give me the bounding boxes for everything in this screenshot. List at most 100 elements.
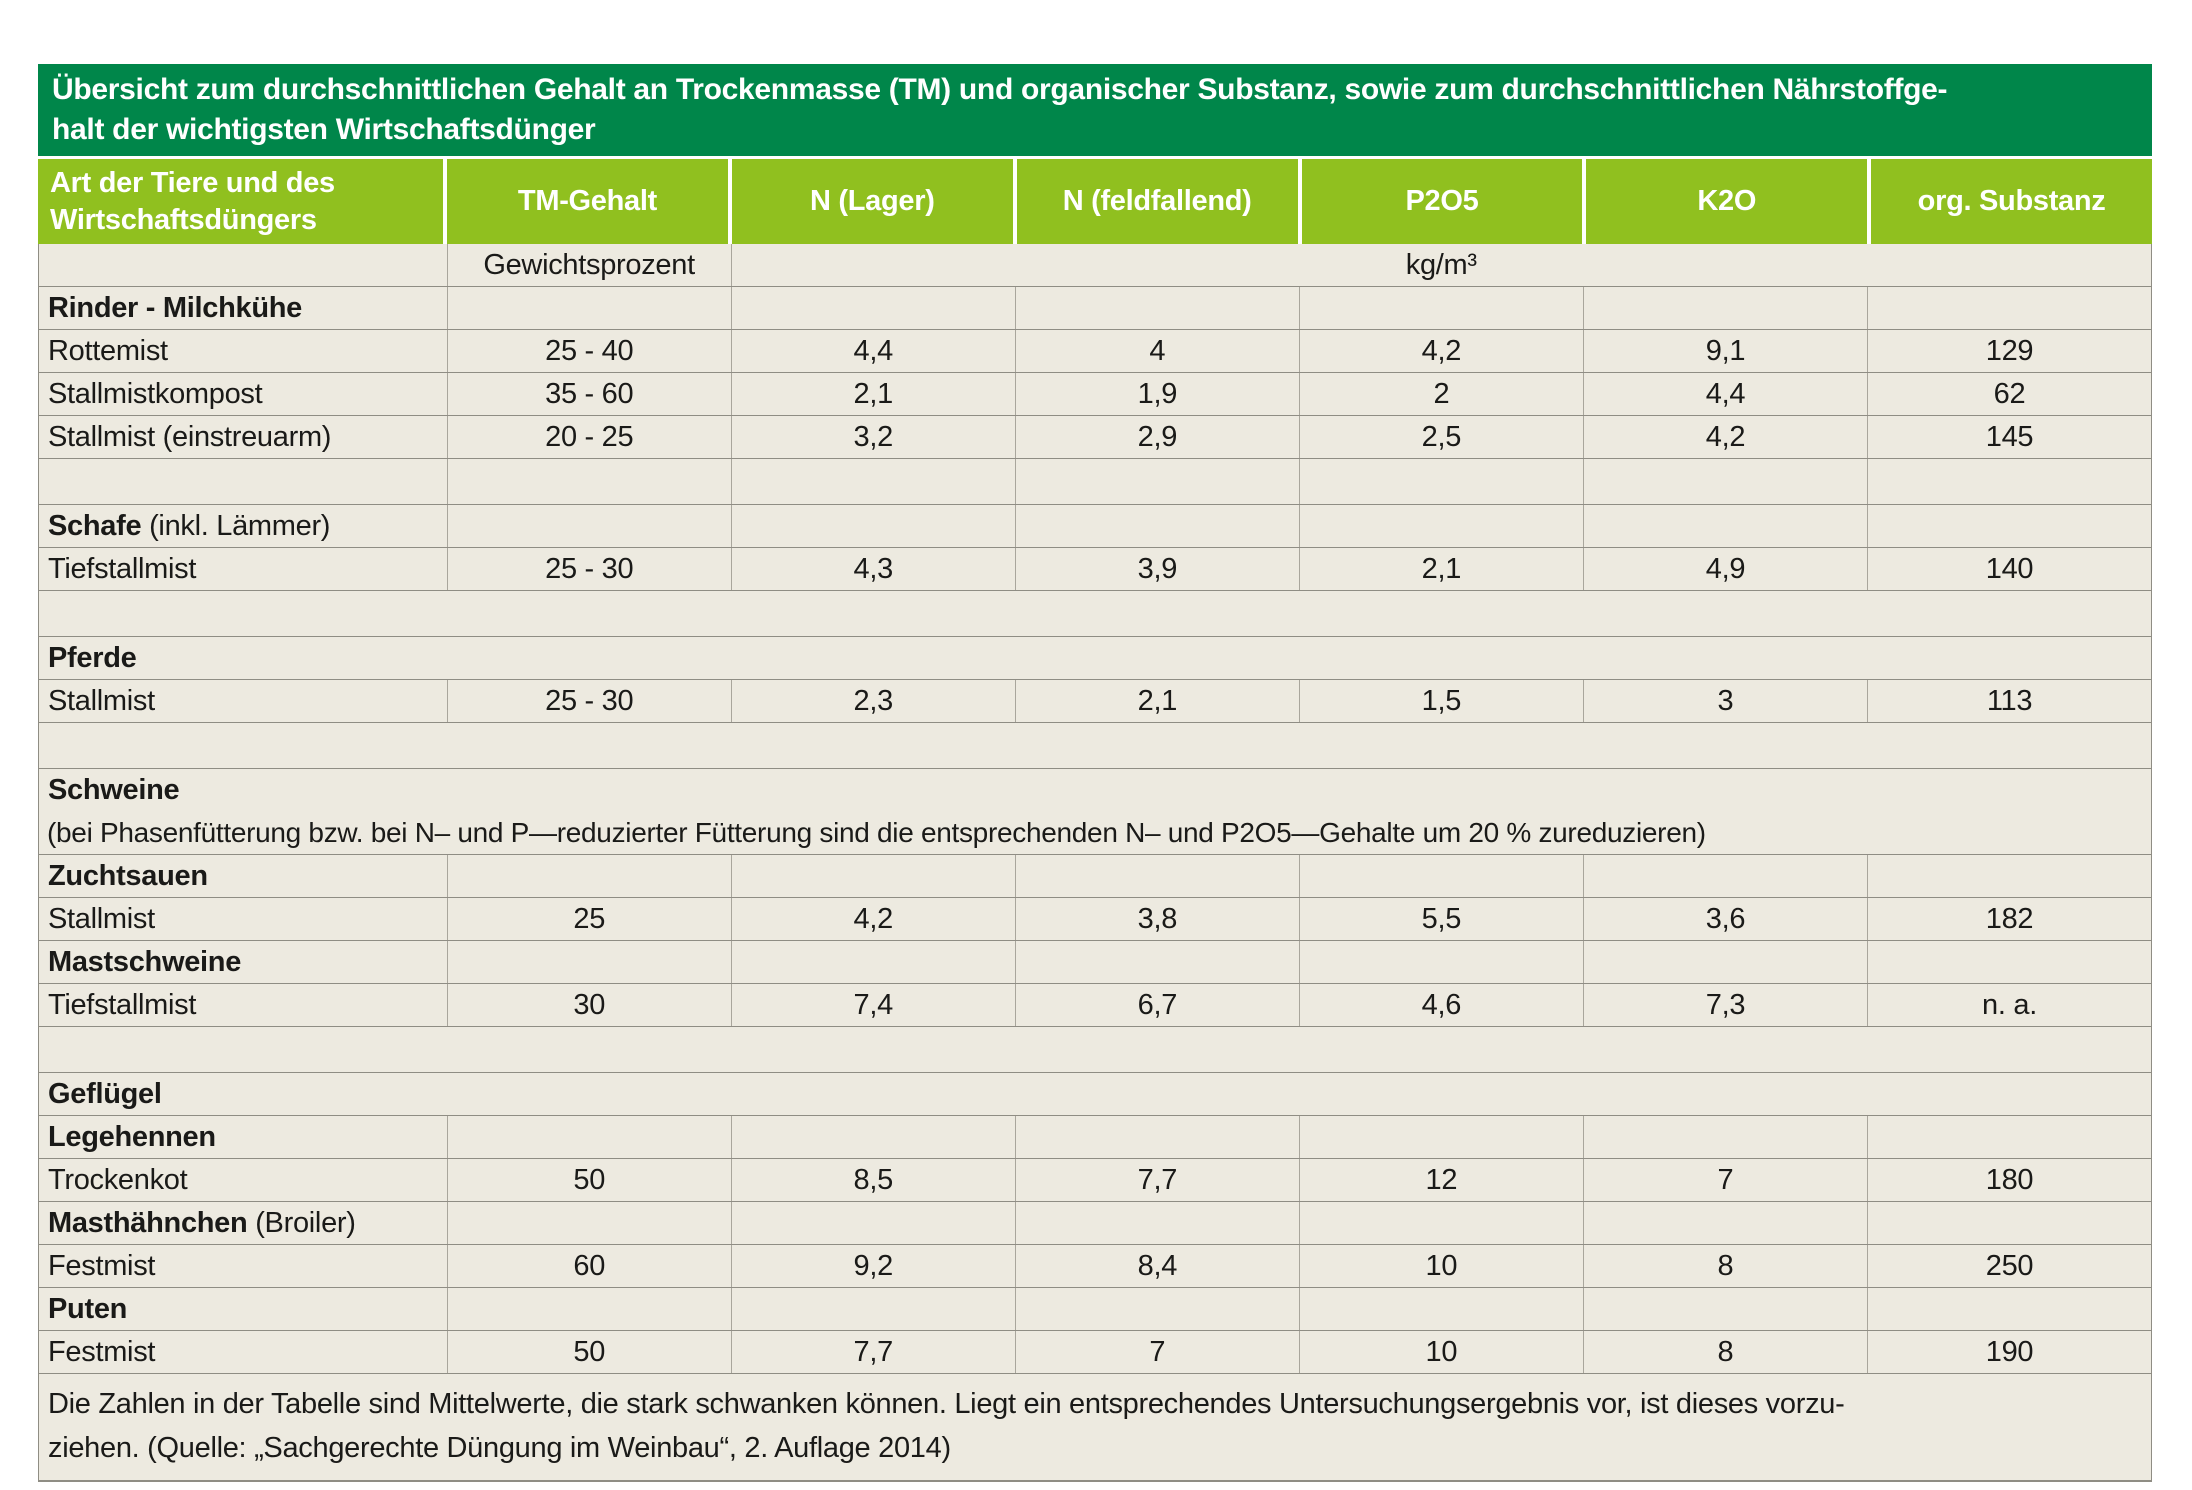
value-cell — [1868, 855, 2151, 897]
row-label-cell: Festmist — [39, 1331, 448, 1373]
row-label-cell: Zuchtsauen — [39, 855, 448, 897]
value-cell — [1868, 941, 2151, 983]
row-label-cell: Trockenkot — [39, 1159, 448, 1201]
section-row: Legehennen — [38, 1116, 2152, 1159]
row-label-cell: Legehennen — [39, 1116, 448, 1158]
section-row: Masthähnchen (Broiler) — [38, 1202, 2152, 1245]
section-row: Pferde — [38, 637, 2152, 680]
value-cell: 25 — [448, 898, 732, 940]
value-cell: 10 — [1300, 1245, 1584, 1287]
value-cell: 8 — [1584, 1331, 1868, 1373]
table-footnote: Die Zahlen in der Tabelle sind Mittelwer… — [38, 1374, 2152, 1481]
value-cell: 2,9 — [1016, 416, 1300, 458]
value-cell: 30 — [448, 984, 732, 1026]
value-cell — [732, 1073, 1016, 1115]
value-cell: 129 — [1985, 334, 2034, 367]
row-label-cell: Stallmist — [39, 898, 448, 940]
value-cell — [1868, 459, 2151, 504]
value-cell: 7,3 — [1584, 984, 1868, 1026]
value-cell — [1016, 1202, 1300, 1244]
value-cell: 25 - 40 — [448, 330, 732, 372]
value-cell — [1300, 1116, 1584, 1158]
row-label-cell: Pferde — [39, 637, 448, 679]
value-cell — [1299, 769, 1583, 812]
spacer-cell — [39, 723, 2151, 768]
value-cell: 3,8 — [1016, 898, 1300, 940]
value-cell — [1016, 1116, 1300, 1158]
value-cell: 2,1 — [1300, 548, 1584, 590]
value-cell: 180 — [1985, 1163, 2034, 1196]
row-label-cell: Stallmist — [39, 680, 448, 722]
value-cell: 2,1 — [1016, 680, 1300, 722]
value-cell — [1868, 287, 2151, 329]
section-label: Zuchtsauen — [48, 859, 208, 892]
value-cell — [1584, 855, 1868, 897]
value-cell: 4,2 — [732, 898, 1016, 940]
value-cell — [448, 637, 732, 679]
value-cell — [1300, 941, 1584, 983]
value-cell — [1583, 637, 1867, 679]
value-cell — [1584, 505, 1868, 547]
value-cell — [1300, 287, 1584, 329]
units-empty-cell — [39, 244, 448, 286]
units-kg-per-m3: kg/m³ — [1405, 248, 1477, 281]
value-cell — [1015, 1073, 1299, 1115]
section-row: Schafe (inkl. Lämmer) — [38, 505, 2152, 548]
value-cell — [1016, 459, 1300, 504]
value-cell: 12 — [1300, 1159, 1584, 1201]
value-cell — [1583, 769, 1867, 812]
value-cell: 4,6 — [1300, 984, 1584, 1026]
value-cell: 4 — [1016, 330, 1300, 372]
value-cell — [448, 287, 732, 329]
section-label: Pferde — [48, 641, 137, 674]
value-cell — [732, 505, 1016, 547]
value-cell: 7,7 — [1016, 1159, 1300, 1201]
value-cell — [448, 459, 732, 504]
value-cell — [732, 1288, 1016, 1330]
value-cell — [448, 1288, 732, 1330]
spacer-row — [38, 591, 2152, 637]
section-row: Schweine — [38, 769, 2152, 812]
section-row: Zuchtsauen — [38, 855, 2152, 898]
row-label-cell: Tiefstallmist — [39, 548, 448, 590]
value-cell — [1300, 505, 1584, 547]
value-cell: 2,1 — [732, 373, 1016, 415]
value-cell: 4,4 — [732, 330, 1016, 372]
table-title-line1: Übersicht zum durchschnittlichen Gehalt … — [52, 73, 1948, 106]
value-cell — [732, 941, 1016, 983]
column-header-n-feldfallend: N (feldfallend) — [1016, 159, 1302, 244]
section-label: Puten — [48, 1292, 128, 1325]
value-cell — [1867, 1073, 2151, 1115]
section-label: Schweine — [48, 774, 180, 806]
data-row: Rottemist 25 - 40 4,4 4 4,2 9,1 129 — [38, 330, 2152, 373]
value-cell — [1584, 1288, 1868, 1330]
section-label: Rinder - Milchkühe — [48, 291, 303, 324]
value-cell — [732, 1116, 1016, 1158]
section-label: Schafe — [48, 509, 142, 542]
data-row: Stallmistkompost 35 - 60 2,1 1,9 2 4,4 62 — [38, 373, 2152, 416]
column-header-p2o5: P2O5 — [1301, 159, 1587, 244]
value-cell: 1,9 — [1016, 373, 1300, 415]
column-header-animal-type-line2: Wirtschaftsdüngers — [50, 203, 317, 236]
units-row: Gewichtsprozent kg/m³ — [38, 244, 2152, 287]
value-cell — [1015, 769, 1299, 812]
value-cell: 2 — [1300, 373, 1584, 415]
value-cell: 2,5 — [1300, 416, 1584, 458]
value-cell: 60 — [448, 1245, 732, 1287]
row-label-cell: Rinder - Milchkühe — [39, 287, 448, 329]
data-row: Tiefstallmist 30 7,4 6,7 4,6 7,3 n. a. — [38, 984, 2152, 1027]
value-cell: 2,3 — [732, 680, 1016, 722]
value-cell: n. a. — [1982, 988, 2037, 1021]
units-weight-percent: Gewichtsprozent — [448, 244, 732, 286]
value-cell — [1584, 1202, 1868, 1244]
value-cell — [448, 1116, 732, 1158]
row-label-cell: Mastschweine — [39, 941, 448, 983]
value-cell — [1868, 1288, 2151, 1330]
spacer-row — [38, 723, 2152, 769]
column-header-org-substanz: org. Substanz — [1871, 159, 2153, 244]
value-cell: 25 - 30 — [448, 548, 732, 590]
value-cell: 3,9 — [1016, 548, 1300, 590]
value-cell: 250 — [1985, 1249, 2034, 1282]
value-cell: 3,2 — [732, 416, 1016, 458]
row-label-cell: Rottemist — [39, 330, 448, 372]
